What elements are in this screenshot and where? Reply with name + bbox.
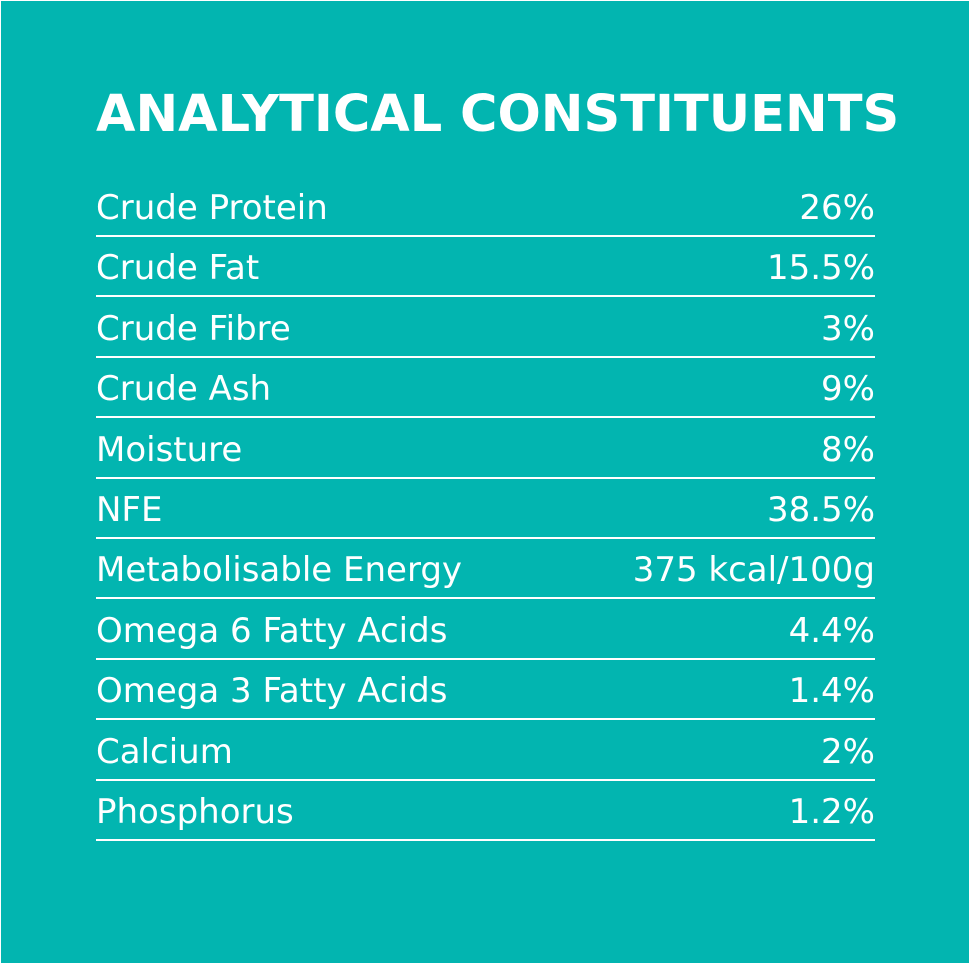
row-value: 38.5%: [766, 489, 875, 530]
row-label: Omega 6 Fatty Acids: [96, 610, 448, 651]
row-value: 2%: [821, 731, 875, 772]
row-label: Metabolisable Energy: [96, 550, 463, 591]
row-label: Phosphorus: [96, 791, 294, 832]
table-row: Moisture 8%: [96, 419, 875, 479]
table-row: NFE 38.5%: [96, 479, 875, 539]
table-row: Omega 3 Fatty Acids 1.4%: [96, 660, 875, 721]
page-title: ANALYTICAL CONSTITUENTS: [96, 85, 900, 144]
row-label: Calcium: [96, 731, 233, 772]
row-value: 26%: [799, 188, 875, 228]
table-row: Calcium 2%: [96, 721, 875, 781]
row-value: 4.4%: [788, 610, 875, 651]
row-value: 3%: [821, 308, 875, 349]
table-row: Crude Ash 9%: [96, 358, 875, 419]
row-value: 1.4%: [788, 671, 875, 712]
row-label: Crude Protein: [96, 188, 328, 228]
row-label: Crude Fibre: [96, 308, 291, 349]
row-label: Crude Fat: [96, 248, 260, 289]
row-value: 1.2%: [788, 791, 875, 832]
table-row: Omega 6 Fatty Acids 4.4%: [96, 600, 875, 660]
row-label: Omega 3 Fatty Acids: [96, 671, 448, 712]
row-label: Moisture: [96, 429, 243, 470]
table-row: Phosphorus 1.2%: [96, 781, 875, 841]
row-value: 375 kcal/100g: [632, 550, 875, 591]
table-row: Crude Fibre 3%: [96, 298, 875, 358]
table-row: Crude Fat 15.5%: [96, 237, 875, 298]
table-row: Crude Protein 26%: [96, 177, 875, 237]
row-value: 15.5%: [766, 248, 875, 289]
row-label: NFE: [96, 489, 163, 530]
constituents-table: Crude Protein 26% Crude Fat 15.5% Crude …: [96, 177, 875, 841]
row-value: 9%: [821, 369, 875, 410]
table-row: Metabolisable Energy 375 kcal/100g: [96, 539, 875, 600]
row-value: 8%: [821, 429, 875, 470]
row-label: Crude Ash: [96, 369, 272, 410]
